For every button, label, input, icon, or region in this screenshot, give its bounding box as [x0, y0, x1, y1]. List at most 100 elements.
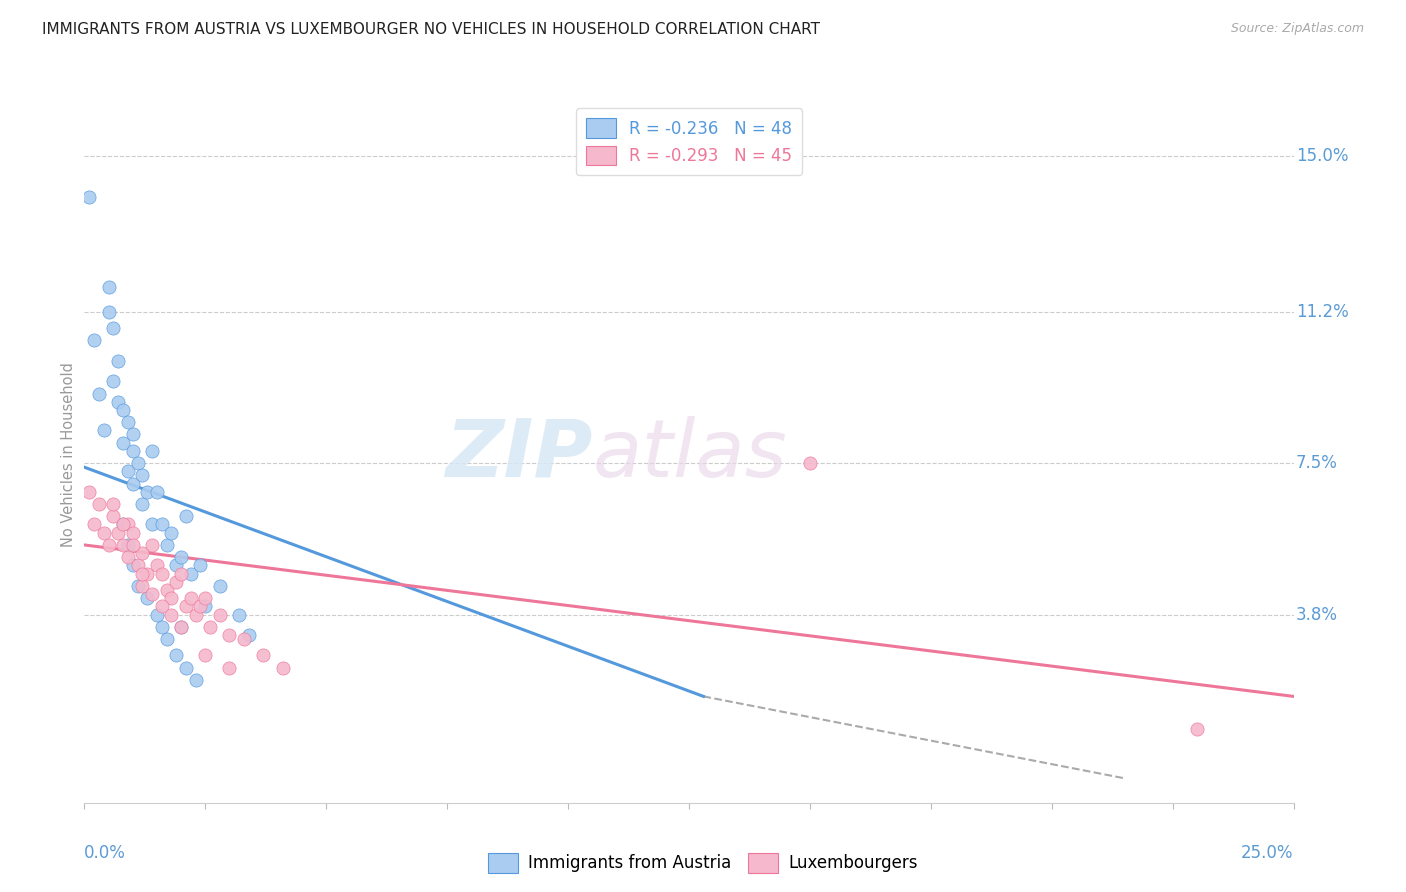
Point	[107, 353, 129, 368]
Point	[127, 579, 149, 593]
Text: 3.8%: 3.8%	[1296, 606, 1339, 624]
Point	[170, 620, 193, 634]
Point	[127, 456, 149, 470]
Point	[93, 423, 115, 437]
Point	[121, 538, 143, 552]
Point	[117, 538, 139, 552]
Point	[170, 550, 193, 565]
Point	[97, 304, 120, 318]
Point	[165, 648, 187, 663]
Point	[190, 599, 212, 614]
Text: 25.0%: 25.0%	[1241, 844, 1294, 862]
Legend: R = -0.236   N = 48, R = -0.293   N = 45: R = -0.236 N = 48, R = -0.293 N = 45	[576, 109, 801, 175]
Y-axis label: No Vehicles in Household: No Vehicles in Household	[60, 362, 76, 548]
Point	[194, 599, 217, 614]
Point	[165, 574, 187, 589]
Point	[150, 599, 173, 614]
Point	[112, 538, 135, 552]
Point	[112, 517, 135, 532]
Point	[228, 607, 250, 622]
Point	[150, 517, 173, 532]
Point	[112, 435, 135, 450]
Point	[194, 591, 217, 606]
Legend: Immigrants from Austria, Luxembourgers: Immigrants from Austria, Luxembourgers	[482, 847, 924, 880]
Point	[117, 517, 139, 532]
Point	[83, 517, 105, 532]
Point	[174, 661, 197, 675]
Point	[180, 566, 202, 581]
Point	[121, 525, 143, 540]
Point	[131, 468, 153, 483]
Point	[121, 558, 143, 573]
Text: 15.0%: 15.0%	[1296, 147, 1348, 165]
Point	[271, 661, 294, 675]
Point	[93, 525, 115, 540]
Point	[131, 566, 153, 581]
Point	[155, 538, 177, 552]
Point	[141, 517, 163, 532]
Point	[198, 620, 221, 634]
Point	[150, 566, 173, 581]
Point	[136, 566, 159, 581]
Point	[146, 607, 169, 622]
Point	[160, 607, 183, 622]
Point	[238, 628, 260, 642]
Text: ZIP: ZIP	[444, 416, 592, 494]
Point	[131, 497, 153, 511]
Point	[160, 591, 183, 606]
Point	[103, 374, 125, 388]
Text: 11.2%: 11.2%	[1296, 302, 1348, 321]
Point	[1185, 722, 1208, 736]
Point	[160, 525, 183, 540]
Point	[218, 661, 240, 675]
Point	[170, 620, 193, 634]
Point	[170, 566, 193, 581]
Point	[136, 484, 159, 499]
Point	[155, 582, 177, 597]
Point	[103, 321, 125, 335]
Point	[141, 538, 163, 552]
Point	[146, 484, 169, 499]
Text: IMMIGRANTS FROM AUSTRIA VS LUXEMBOURGER NO VEHICLES IN HOUSEHOLD CORRELATION CHA: IMMIGRANTS FROM AUSTRIA VS LUXEMBOURGER …	[42, 22, 820, 37]
Point	[165, 558, 187, 573]
Point	[97, 280, 120, 294]
Point	[155, 632, 177, 646]
Point	[117, 415, 139, 429]
Point	[252, 648, 274, 663]
Point	[174, 509, 197, 524]
Text: 0.0%: 0.0%	[84, 844, 127, 862]
Point	[112, 517, 135, 532]
Point	[208, 579, 231, 593]
Point	[180, 591, 202, 606]
Point	[150, 620, 173, 634]
Point	[77, 190, 100, 204]
Point	[97, 538, 120, 552]
Point	[799, 456, 821, 470]
Point	[117, 464, 139, 478]
Point	[208, 607, 231, 622]
Point	[218, 628, 240, 642]
Point	[131, 579, 153, 593]
Point	[127, 558, 149, 573]
Text: Source: ZipAtlas.com: Source: ZipAtlas.com	[1230, 22, 1364, 36]
Point	[121, 476, 143, 491]
Point	[184, 673, 207, 687]
Point	[190, 558, 212, 573]
Point	[141, 587, 163, 601]
Point	[107, 394, 129, 409]
Point	[83, 334, 105, 348]
Point	[107, 525, 129, 540]
Point	[141, 443, 163, 458]
Text: 7.5%: 7.5%	[1296, 454, 1339, 472]
Point	[77, 484, 100, 499]
Point	[174, 599, 197, 614]
Point	[103, 509, 125, 524]
Point	[121, 427, 143, 442]
Point	[184, 607, 207, 622]
Point	[112, 403, 135, 417]
Point	[117, 550, 139, 565]
Point	[146, 558, 169, 573]
Point	[194, 648, 217, 663]
Text: atlas: atlas	[592, 416, 787, 494]
Point	[233, 632, 256, 646]
